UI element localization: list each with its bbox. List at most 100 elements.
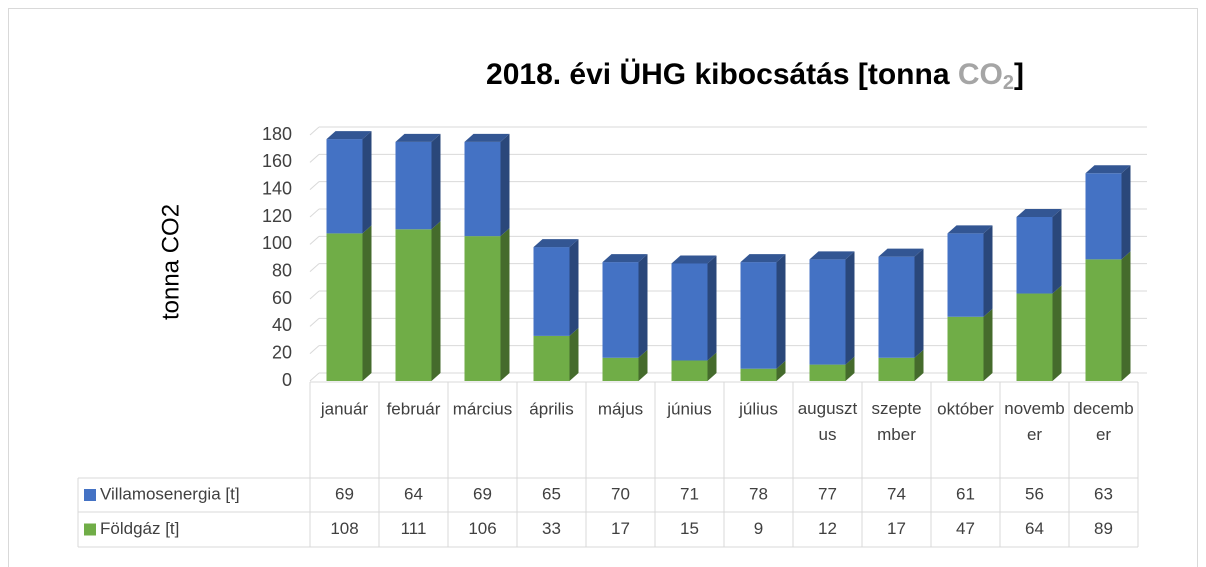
- y-tick-label: 120: [262, 206, 292, 226]
- data-table-value: 108: [330, 519, 358, 538]
- grid-line-side: [309, 345, 320, 355]
- bar-side: [569, 239, 579, 336]
- bar-side: [1121, 165, 1131, 260]
- legend-key: [84, 523, 96, 536]
- bar: [947, 233, 984, 317]
- x-tick-label: decemb er: [1073, 399, 1133, 444]
- bar-top: [671, 255, 717, 264]
- x-tick-label-line: szepte: [871, 399, 921, 418]
- y-tick-label: 40: [272, 315, 292, 335]
- bar-side: [776, 254, 786, 369]
- bar-top: [395, 133, 441, 142]
- bar: [1016, 217, 1053, 294]
- bar: [395, 141, 432, 230]
- legend-label: Villamosenergia [t]: [100, 484, 240, 503]
- x-tick-label-line: decemb: [1073, 399, 1133, 418]
- bar-side: [638, 254, 648, 358]
- bar-side: [1121, 251, 1131, 381]
- bar-top: [809, 251, 855, 260]
- x-tick-label-line: mber: [877, 425, 916, 444]
- data-table-value: 69: [473, 484, 492, 503]
- y-tick-label: 100: [262, 233, 292, 253]
- bar-top: [740, 254, 786, 263]
- bar-side: [500, 133, 510, 237]
- bar-side: [776, 360, 786, 381]
- y-tick-label: 180: [262, 124, 292, 144]
- x-tick-label: április: [529, 399, 573, 418]
- x-tick-label: június: [666, 399, 711, 418]
- title-text: 2018. évi ÜHG kibocsátás [tonna: [486, 58, 958, 91]
- bar: [671, 263, 708, 361]
- bar-side: [914, 349, 924, 381]
- bar: [671, 360, 708, 381]
- bar: [464, 141, 501, 237]
- x-tick-label: január: [320, 399, 369, 418]
- x-tick-label: március: [453, 399, 513, 418]
- bar-top: [1016, 209, 1062, 217]
- bar-side: [362, 225, 372, 381]
- bar-side: [983, 225, 993, 317]
- legend-key: [84, 489, 96, 501]
- bar-side: [500, 228, 510, 381]
- bar-side: [707, 255, 717, 361]
- bar: [878, 256, 915, 358]
- x-tick-label-line: us: [819, 425, 837, 444]
- bar: [602, 262, 639, 358]
- grid-line-side: [309, 126, 320, 136]
- y-tick-label: 160: [262, 151, 292, 171]
- data-table-value: 64: [1025, 519, 1044, 538]
- data-table-value: 9: [754, 519, 763, 538]
- title-formula: CO: [958, 58, 1003, 91]
- x-tick-label: auguszt us: [798, 399, 858, 444]
- grid-line-side: [309, 235, 320, 245]
- bar: [809, 364, 846, 381]
- data-table-value: 74: [887, 484, 906, 503]
- x-tick-label-line: er: [1096, 425, 1111, 444]
- y-tick-label: 80: [272, 260, 292, 280]
- bar-side: [362, 131, 372, 234]
- data-table-value: 71: [680, 484, 699, 503]
- data-table-value: 64: [404, 484, 423, 503]
- x-tick-label-line: auguszt: [798, 399, 858, 418]
- y-axis-label: tonna CO2: [157, 204, 184, 320]
- grid-line-side: [309, 372, 320, 382]
- bar-top: [464, 133, 510, 142]
- bar-side: [845, 251, 855, 365]
- bar-side: [638, 349, 648, 381]
- data-table-value: 17: [887, 519, 906, 538]
- bar: [1085, 259, 1122, 381]
- grid-line-side: [309, 181, 320, 191]
- bar: [602, 357, 639, 381]
- chart-title: 2018. évi ÜHG kibocsátás [tonna CO2]: [486, 58, 1024, 94]
- bar-side: [707, 352, 717, 381]
- bar-top: [1085, 165, 1131, 174]
- grid-line-side: [309, 208, 320, 218]
- grid-line-side: [309, 153, 320, 163]
- x-tick-label: novemb er: [1004, 399, 1064, 444]
- bar: [740, 368, 777, 381]
- title-subscript: 2: [1003, 72, 1014, 94]
- x-tick-label-line: er: [1027, 425, 1042, 444]
- y-tick-label: 60: [272, 288, 292, 308]
- bar: [326, 139, 363, 234]
- data-table-value: 77: [818, 484, 837, 503]
- bar-side: [1052, 209, 1062, 294]
- data-table-value: 61: [956, 484, 975, 503]
- grid-line-side: [309, 317, 320, 327]
- data-table-value: 12: [818, 519, 837, 538]
- bar-side: [1052, 285, 1062, 381]
- bar-top: [533, 239, 579, 248]
- data-table-value: 56: [1025, 484, 1044, 503]
- data-table-value: 63: [1094, 484, 1113, 503]
- title-close: ]: [1014, 58, 1024, 91]
- bar: [326, 233, 363, 381]
- x-tick-label-line: novemb: [1004, 399, 1064, 418]
- bar: [395, 229, 432, 381]
- bar: [533, 247, 570, 336]
- y-tick-label: 20: [272, 342, 292, 362]
- bar: [1016, 293, 1053, 381]
- bar-side: [431, 133, 441, 230]
- bar-top: [602, 254, 648, 263]
- x-tick-label: július: [738, 399, 778, 418]
